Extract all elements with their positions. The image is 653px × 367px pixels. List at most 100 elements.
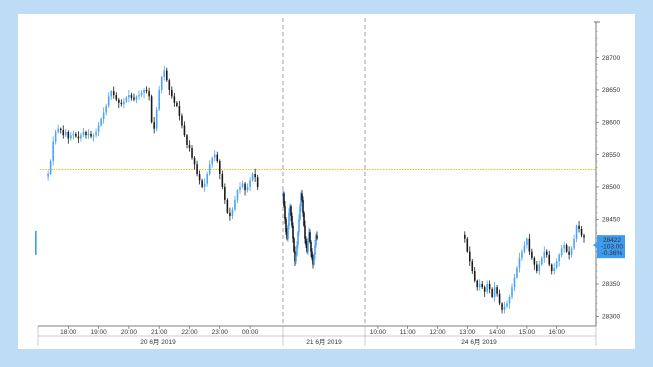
candle-body bbox=[486, 283, 488, 292]
candle-body bbox=[473, 271, 476, 281]
candle-body bbox=[208, 164, 211, 174]
candle-body bbox=[315, 235, 317, 246]
candle-body bbox=[306, 245, 308, 252]
candle-body bbox=[241, 183, 244, 187]
candle-body bbox=[313, 254, 315, 265]
candle-body bbox=[57, 128, 59, 132]
candle-body bbox=[573, 238, 575, 249]
candle-body bbox=[301, 193, 303, 200]
candle-body bbox=[150, 96, 153, 123]
x-date-label: 24 6月 2019 bbox=[461, 338, 497, 346]
candle-body bbox=[229, 212, 231, 217]
x-tick-label: 19:00 bbox=[90, 329, 107, 336]
candle-body bbox=[140, 93, 143, 96]
candle-body bbox=[226, 199, 229, 213]
candle-body bbox=[565, 245, 568, 252]
candle-body bbox=[541, 258, 543, 265]
last-price-change: -103.00 bbox=[601, 244, 623, 251]
candle-body bbox=[72, 133, 75, 136]
candle-body bbox=[309, 232, 311, 242]
candle-body bbox=[165, 70, 168, 81]
candle-body bbox=[293, 238, 295, 252]
candle-body bbox=[105, 106, 107, 113]
candle-body bbox=[160, 76, 163, 90]
candle-body bbox=[221, 174, 224, 187]
candle-body bbox=[563, 245, 565, 249]
x-tick-label: 23:00 bbox=[212, 329, 229, 336]
candle-body bbox=[513, 277, 516, 288]
candle-body bbox=[128, 95, 130, 98]
candle-body bbox=[196, 164, 198, 174]
candle-body bbox=[471, 261, 474, 272]
y-tick-label: 28300 bbox=[602, 313, 620, 320]
candle-body bbox=[466, 238, 469, 252]
candle-body bbox=[548, 254, 551, 265]
candle-body bbox=[496, 287, 498, 294]
y-tick-label: 28500 bbox=[602, 184, 620, 191]
candle-body bbox=[511, 287, 513, 297]
candle-body bbox=[478, 283, 481, 288]
candle-body bbox=[282, 193, 284, 196]
candle-body bbox=[543, 251, 546, 259]
candle-body bbox=[92, 135, 95, 137]
candle-body bbox=[82, 131, 85, 136]
candle-body bbox=[468, 251, 471, 262]
candle-body bbox=[176, 102, 178, 107]
candle-body bbox=[289, 206, 291, 213]
candle-body bbox=[236, 190, 239, 200]
y-tick-label: 28450 bbox=[602, 216, 620, 223]
candle-body bbox=[299, 206, 301, 220]
candle-body bbox=[47, 174, 49, 177]
candle-body bbox=[568, 251, 570, 255]
candle-body bbox=[130, 95, 133, 98]
x-tick-label: 21:00 bbox=[151, 329, 168, 336]
candle-body bbox=[583, 235, 585, 238]
candle-body bbox=[87, 133, 90, 136]
candle-body bbox=[498, 293, 501, 304]
x-tick-label: 16:00 bbox=[549, 329, 566, 336]
candle-body bbox=[545, 251, 548, 255]
candle-body bbox=[302, 199, 304, 213]
candle-body bbox=[155, 109, 158, 129]
x-tick-label: 12:00 bbox=[429, 329, 446, 336]
candle-body bbox=[107, 96, 110, 107]
candle-body bbox=[464, 234, 466, 239]
candle-body bbox=[59, 128, 62, 131]
candle-body bbox=[283, 193, 285, 207]
candle-body bbox=[575, 225, 578, 239]
candle-body bbox=[120, 102, 123, 105]
candle-body bbox=[290, 206, 292, 217]
last-price-pointer bbox=[593, 242, 597, 249]
candle-body bbox=[219, 161, 221, 174]
candle-body bbox=[558, 254, 560, 262]
candle-body bbox=[49, 161, 52, 174]
candle-body bbox=[201, 180, 203, 187]
candle-body bbox=[297, 232, 299, 246]
candle-body bbox=[493, 287, 496, 297]
candle-body bbox=[153, 122, 155, 129]
candle-body bbox=[294, 251, 296, 262]
candle-body bbox=[300, 193, 302, 207]
candle-body bbox=[303, 212, 305, 226]
candle-body bbox=[488, 283, 491, 290]
candle-body bbox=[305, 238, 307, 246]
candle-body bbox=[503, 306, 506, 310]
candle-body bbox=[538, 264, 541, 272]
candle-body bbox=[483, 287, 486, 292]
chart-panel: 18:00 19:00 20:00 21:00 22:00 23:00 00:00 10:00… bbox=[18, 14, 635, 349]
candle-body bbox=[523, 245, 526, 252]
candle-body bbox=[580, 228, 583, 236]
candle-body bbox=[256, 177, 259, 187]
candle-body bbox=[138, 95, 140, 97]
y-tick-label: 28350 bbox=[602, 281, 620, 288]
candle-body bbox=[178, 106, 181, 116]
candle-body bbox=[90, 133, 92, 137]
x-tick-label: 13:00 bbox=[459, 329, 476, 336]
x-tick-label: 15:00 bbox=[519, 329, 536, 336]
candle-body bbox=[64, 131, 67, 136]
x-date-label: 20 6月 2019 bbox=[140, 338, 176, 346]
candle-body bbox=[311, 251, 313, 259]
candle-body bbox=[550, 264, 553, 272]
candle-body bbox=[254, 174, 256, 178]
candle-body bbox=[234, 199, 236, 210]
